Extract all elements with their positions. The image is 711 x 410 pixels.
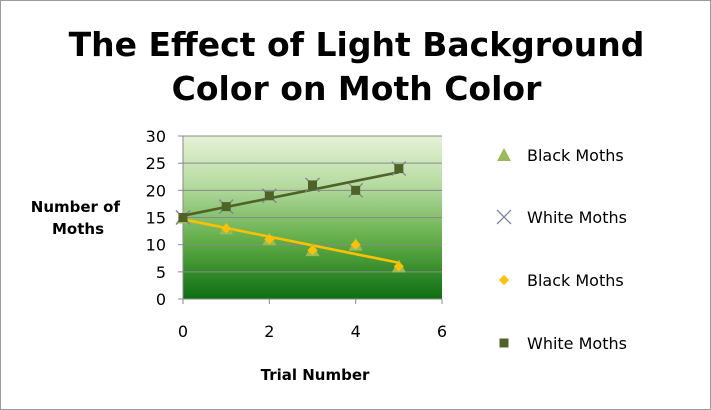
- legend-marker-1: [496, 209, 512, 225]
- point-series-2-4: [350, 239, 361, 250]
- trendline-series-3: [182, 170, 400, 217]
- y-axis-title-line-2: Moths: [52, 220, 104, 238]
- y-tick-label-10: 10: [146, 236, 166, 255]
- trendlines: [182, 170, 400, 265]
- chart-title-line-1: The Effect of Light Background: [68, 25, 645, 64]
- x-tick-label-4: 4: [351, 322, 361, 341]
- point-series-2-1: [221, 223, 232, 234]
- point-series-3-3: [308, 180, 317, 190]
- point-series-3-4: [351, 185, 361, 195]
- legend-marker-1-stroke-b: [496, 209, 512, 225]
- x-tick-label-2: 2: [264, 322, 274, 341]
- legend-label-1: White Moths: [527, 208, 627, 227]
- point-series-2-5: [393, 261, 404, 272]
- legend-label-0: Black Moths: [527, 146, 624, 165]
- chart-title: The Effect of Light Background Color on …: [1, 23, 711, 111]
- point-series-2-2: [264, 234, 275, 245]
- legend-label-3: White Moths: [527, 334, 627, 353]
- point-series-3-1: [221, 202, 231, 212]
- y-axis-title: Number of Moths: [31, 198, 125, 238]
- legend: Black Moths White Moths Black Moths White M…: [496, 146, 627, 353]
- legend-marker-0: [497, 148, 511, 161]
- markers: [175, 161, 407, 273]
- y-tick-label-5: 5: [156, 263, 166, 282]
- trendline-series-2: [182, 218, 400, 265]
- x-tick-label-0: 0: [178, 322, 188, 341]
- y-tick-label-0: 0: [156, 290, 166, 309]
- point-series-3-0: [178, 213, 188, 222]
- y-tick-label-20: 20: [146, 181, 166, 200]
- chart-title-line-2: Color on Moth Color: [171, 69, 542, 108]
- y-tick-label-15: 15: [146, 209, 166, 228]
- legend-marker-3: [499, 338, 509, 348]
- y-tick-label-30: 30: [146, 127, 166, 146]
- legend-label-2: Black Moths: [527, 271, 624, 290]
- y-tick-label-25: 25: [146, 154, 166, 173]
- x-tick-label-6: 6: [437, 322, 447, 341]
- tick-labels: 0 5 10 15 20 25 30 0 2 4 6: [146, 127, 447, 341]
- point-series-3-5: [394, 164, 404, 174]
- point-series-3-2: [264, 191, 274, 201]
- point-series-2-3: [307, 245, 318, 256]
- x-axis-title: Trial Number: [261, 366, 370, 384]
- y-axis-title-line-1: Number of: [31, 198, 121, 216]
- legend-marker-2: [499, 275, 509, 285]
